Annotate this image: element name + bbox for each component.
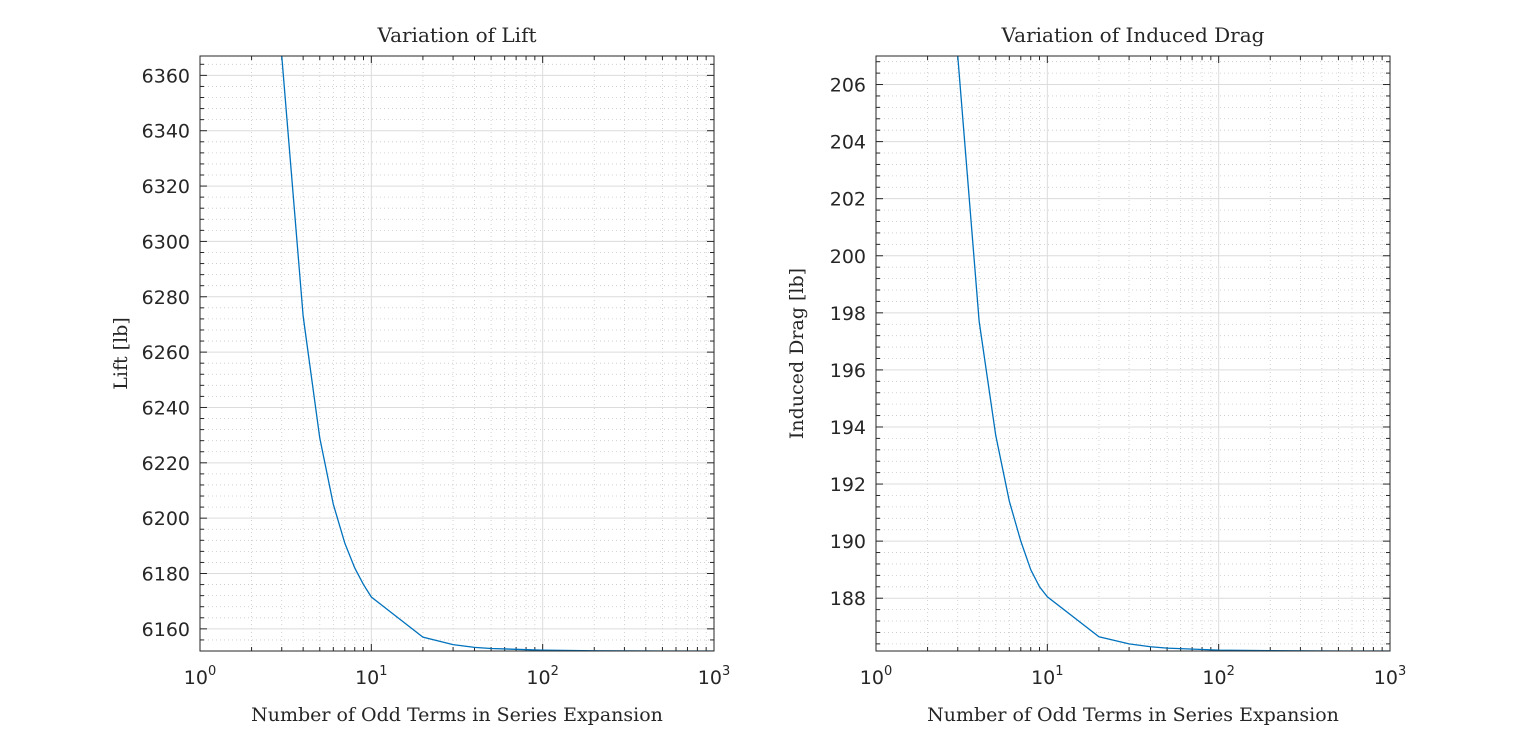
y-axis-label: Induced Drag [lb] <box>786 268 808 439</box>
x-tick-label: 100 <box>860 664 892 689</box>
y-tick-label: 6280 <box>142 287 190 309</box>
x-axis-label: Number of Odd Terms in Series Expansion <box>251 704 663 726</box>
x-tick-label: 101 <box>1031 664 1063 689</box>
x-tick-label: 103 <box>1374 664 1406 689</box>
x-axis-label: Number of Odd Terms in Series Expansion <box>927 704 1339 726</box>
chart-title: Variation of Induced Drag <box>1001 23 1265 47</box>
series-line <box>281 56 714 651</box>
chart-title: Variation of Lift <box>376 23 536 47</box>
axes-frame <box>875 55 1391 652</box>
x-tick-label: 101 <box>355 664 387 689</box>
y-tick-label: 188 <box>830 588 866 610</box>
y-tick-label: 194 <box>830 417 866 439</box>
y-tick-label: 198 <box>830 303 866 325</box>
y-tick-label: 6340 <box>142 121 190 143</box>
x-tick-label: 102 <box>1202 664 1234 689</box>
induced-drag-chart: 100 101 102 103 188 190 192 194 196 198 200 202 204 2… <box>786 23 1406 726</box>
y-tick-label: 6320 <box>142 176 190 198</box>
y-tick-label: 190 <box>830 531 866 553</box>
x-tick-label: 103 <box>698 664 730 689</box>
lift-chart: 100 101 102 103 6160 6180 6200 6220 6240 6260 6280… <box>110 23 730 726</box>
x-tick-label: 102 <box>526 664 558 689</box>
y-tick-label: 6360 <box>142 65 190 87</box>
y-axis-label: Lift [lb] <box>110 317 132 389</box>
y-tick-label: 192 <box>830 474 866 496</box>
y-tick-label: 206 <box>830 75 866 97</box>
y-tick-label: 202 <box>830 189 866 211</box>
y-tick-label: 196 <box>830 360 866 382</box>
y-tick-label: 6200 <box>142 508 190 530</box>
y-tick-label: 200 <box>830 246 866 268</box>
series-line <box>957 56 1390 651</box>
x-tick-label: 100 <box>184 664 216 689</box>
y-tick-label: 6180 <box>142 564 190 586</box>
y-tick-label: 6300 <box>142 231 190 253</box>
y-tick-label: 6220 <box>142 453 190 475</box>
y-tick-label: 204 <box>830 132 866 154</box>
y-tick-label: 6240 <box>142 397 190 419</box>
axes-frame <box>199 55 715 652</box>
y-tick-label: 6160 <box>142 619 190 641</box>
y-tick-label: 6260 <box>142 342 190 364</box>
